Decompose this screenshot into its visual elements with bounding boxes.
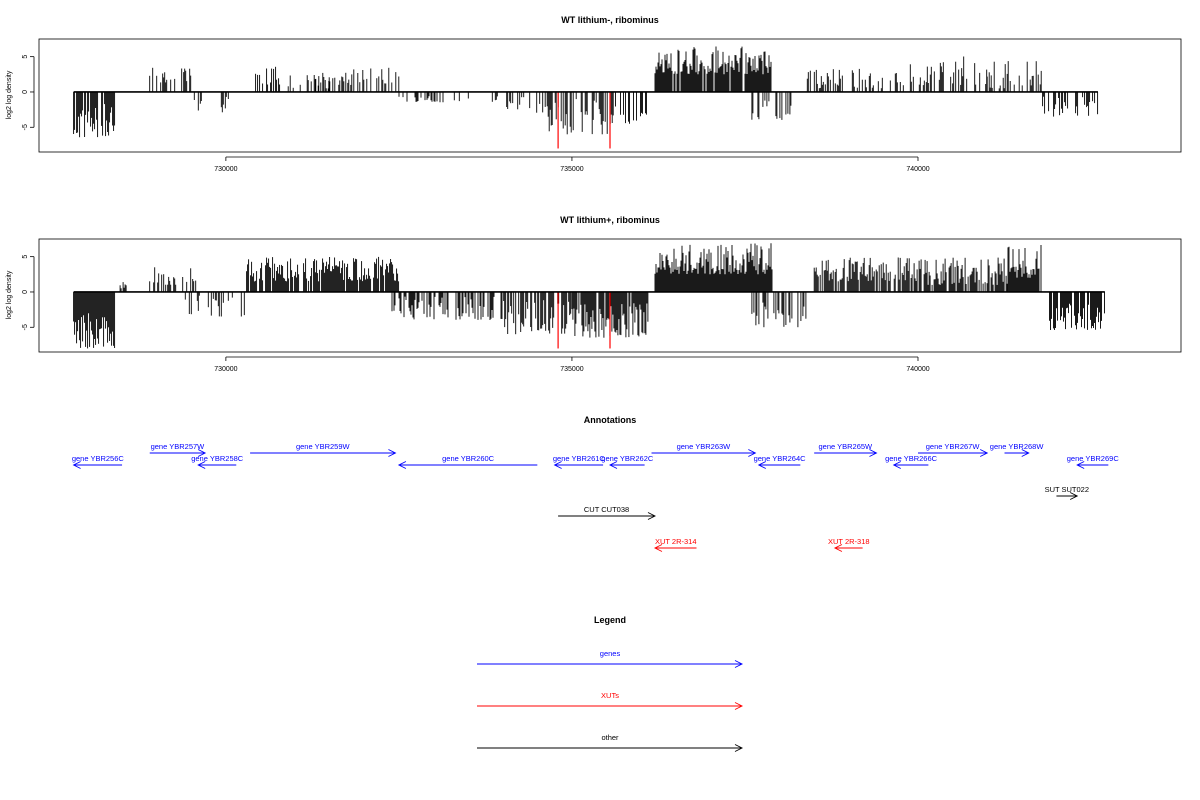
legend-item: XUTs — [477, 691, 744, 710]
feature-arrowhead — [72, 461, 81, 469]
legend-label: other — [601, 733, 619, 742]
plot-frame — [38, 238, 1182, 353]
feature-label: XUT 2R-314 — [655, 537, 697, 546]
feature-arrowhead — [1076, 461, 1085, 469]
feature-xut: XUT 2R-314 — [653, 537, 697, 552]
legend-arrowhead — [734, 744, 744, 752]
feature-label: gene YBR258C — [191, 454, 244, 463]
feature-gene: gene YBR269C — [1067, 454, 1120, 469]
plot-frame — [38, 38, 1182, 153]
feature-gene: gene YBR262C — [601, 454, 654, 469]
signal-bars — [73, 243, 1105, 349]
x-axis: 730000 735000 740000 — [214, 356, 930, 373]
legend-label: genes — [600, 649, 621, 658]
feature-gene: gene YBR263W — [651, 442, 757, 457]
highlight-bars — [557, 291, 611, 349]
feature-arrowhead — [833, 544, 843, 552]
feature-label: gene YBR266C — [885, 454, 938, 463]
x-tick-label: 730000 — [214, 366, 237, 373]
y-axis-label: log2 log density — [6, 70, 13, 119]
highlight-bars — [557, 91, 611, 149]
legend-item: other — [477, 733, 744, 752]
feature-label: gene YBR262C — [601, 454, 654, 463]
feature-gene: gene YBR256C — [72, 454, 125, 469]
x-axis: 730000 735000 740000 — [214, 156, 930, 173]
y-axis: -5 0 5 — [22, 255, 35, 330]
feature-gene: gene YBR258C — [191, 454, 244, 469]
feature-gene: gene YBR264C — [754, 454, 807, 469]
y-tick-label: -5 — [22, 124, 29, 130]
panel-title: WT lithium+, ribominus — [560, 215, 660, 225]
feature-arrowhead — [980, 449, 989, 457]
annotations-title: Annotations — [584, 415, 637, 425]
x-tick-label: 735000 — [560, 166, 583, 173]
feature-gene: gene YBR261C — [553, 454, 606, 469]
feature-arrowhead — [1021, 449, 1030, 457]
feature-arrowhead — [757, 461, 767, 469]
feature-label: gene YBR264C — [754, 454, 807, 463]
x-tick-label: 735000 — [560, 366, 583, 373]
feature-gene: gene YBR268W — [990, 442, 1045, 457]
feature-label: gene YBR269C — [1067, 454, 1120, 463]
signal-bars — [73, 46, 1099, 138]
legend-title: Legend — [594, 615, 626, 625]
feature-arrowhead — [869, 449, 878, 457]
feature-label: CUT CUT038 — [584, 505, 629, 514]
feature-other: SUT SUT022 — [1045, 485, 1089, 500]
feature-arrowhead — [892, 461, 901, 469]
feature-label: gene YBR267W — [926, 442, 981, 451]
feature-gene: gene YBR265W — [814, 442, 878, 457]
legend-item: genes — [477, 649, 744, 668]
feature-gene: gene YBR260C — [397, 454, 538, 469]
feature-arrowhead — [1069, 492, 1079, 500]
feature-gene: gene YBR266C — [885, 454, 938, 469]
feature-arrowhead — [397, 461, 407, 469]
panel-title: WT lithium-, ribominus — [561, 15, 659, 25]
feature-arrowhead — [748, 449, 757, 457]
legend-items: genes XUTs other — [477, 649, 744, 752]
feature-label: SUT SUT022 — [1045, 485, 1089, 494]
feature-label: XUT 2R-318 — [828, 537, 870, 546]
feature-arrowhead — [388, 449, 397, 457]
feature-label: gene YBR263W — [677, 442, 732, 451]
track-panel-lithium-plus: WT lithium+, ribominus log2 log density … — [6, 215, 1182, 373]
feature-label: gene YBR260C — [442, 454, 495, 463]
y-tick-label: -5 — [22, 324, 29, 330]
feature-label: gene YBR257W — [151, 442, 206, 451]
feature-gene: gene YBR257W — [149, 442, 207, 457]
feature-label: gene YBR259W — [296, 442, 351, 451]
feature-arrowhead — [647, 512, 656, 520]
feature-label: gene YBR261C — [553, 454, 606, 463]
feature-arrowhead — [608, 461, 618, 469]
y-tick-label: 0 — [22, 290, 29, 294]
legend: Legend genes XUTs other — [477, 615, 744, 752]
y-axis-label: log2 log density — [6, 270, 13, 319]
feature-arrowhead — [197, 461, 206, 469]
y-tick-label: 5 — [22, 55, 29, 59]
feature-arrowhead — [553, 461, 562, 469]
x-tick-label: 740000 — [906, 366, 929, 373]
y-axis: -5 0 5 — [22, 55, 35, 130]
y-tick-label: 0 — [22, 90, 29, 94]
feature-gene: gene YBR267W — [917, 442, 989, 457]
feature-label: gene YBR268W — [990, 442, 1045, 451]
feature-arrows: gene YBR256C gene YBR257W gene YBR258C gene… — [72, 442, 1119, 552]
feature-arrowhead — [653, 544, 663, 552]
legend-arrowhead — [734, 702, 744, 710]
legend-arrowhead — [734, 660, 744, 668]
feature-gene: gene YBR259W — [250, 442, 397, 457]
feature-arrowhead — [197, 449, 207, 457]
x-tick-label: 740000 — [906, 166, 929, 173]
feature-xut: XUT 2R-318 — [828, 537, 870, 552]
feature-label: gene YBR265W — [818, 442, 873, 451]
y-tick-label: 5 — [22, 255, 29, 259]
legend-label: XUTs — [601, 691, 619, 700]
x-tick-label: 730000 — [214, 166, 237, 173]
track-panel-lithium-minus: WT lithium-, ribominus log2 log density … — [6, 15, 1182, 173]
feature-other: CUT CUT038 — [558, 505, 656, 520]
feature-label: gene YBR256C — [72, 454, 125, 463]
